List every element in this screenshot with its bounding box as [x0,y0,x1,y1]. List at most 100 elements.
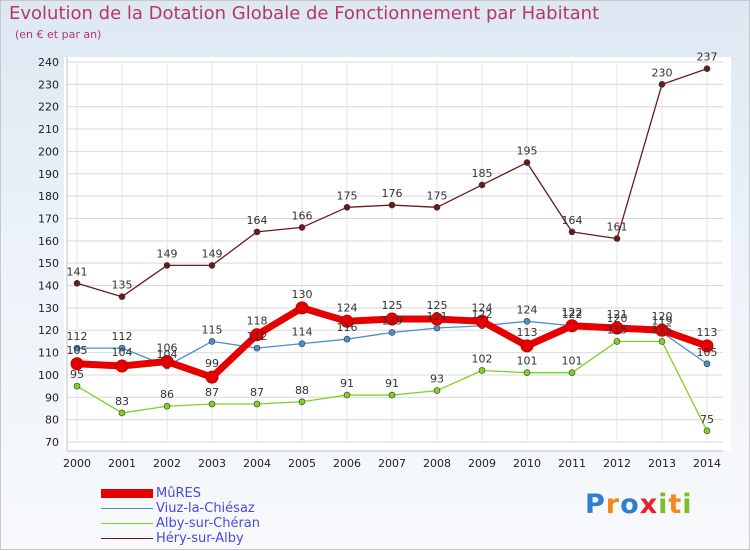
data-label: 105 [697,346,718,359]
data-label: 122 [562,308,583,321]
data-point [388,201,396,209]
data-point [253,344,261,352]
data-label: 149 [157,247,178,260]
x-tick-label: 2012 [603,457,631,470]
data-label: 114 [292,326,313,339]
data-label: 130 [292,288,313,301]
y-tick-label: 140 [38,280,59,293]
legend-label: MûRES [156,486,201,501]
logo-letter: i [658,489,669,520]
y-tick-label: 220 [38,101,59,114]
data-label: 121 [427,310,448,323]
data-label: 87 [205,386,219,399]
data-label: 112 [67,330,88,343]
legend-swatch [101,538,153,539]
data-label: 115 [202,323,223,336]
y-tick-label: 200 [38,145,59,158]
data-point [343,391,351,399]
data-point [433,203,441,211]
data-point [433,324,441,332]
x-tick-label: 2007 [378,457,406,470]
data-point [343,203,351,211]
x-tick-label: 2003 [198,457,226,470]
data-label: 176 [382,187,403,200]
data-point [703,65,711,73]
y-tick-label: 230 [38,78,59,91]
data-point [658,81,666,88]
data-point [208,338,216,345]
data-label: 141 [67,265,88,278]
data-label: 91 [385,377,399,390]
data-point [610,321,624,335]
data-label: 105 [67,344,88,357]
data-label: 185 [472,167,493,180]
data-point [208,400,216,408]
data-label: 149 [202,247,223,260]
gridlines [67,61,723,443]
data-point [655,323,669,337]
data-point [118,293,126,301]
data-point [565,319,579,333]
data-label: 175 [337,189,358,202]
legend-label: Viuz-la-Chiésaz [156,501,255,516]
data-label: 175 [427,189,448,202]
data-point [613,235,621,242]
y-tick-label: 190 [38,168,59,181]
data-point [343,335,351,343]
legend-item: MûRES [101,486,361,501]
data-point [163,402,171,410]
x-tick-label: 2000 [63,457,91,470]
x-tick-label: 2006 [333,457,361,470]
y-tick-label: 110 [38,347,59,360]
data-label: 122 [472,308,493,321]
data-label: 124 [337,301,358,314]
x-tick-label: 2001 [108,457,136,470]
legend-swatch [101,489,153,498]
data-point [253,400,261,408]
data-label: 115 [652,323,673,336]
data-label: 113 [697,326,718,339]
data-label: 104 [157,348,178,361]
plot-area [64,57,731,451]
y-tick-label: 90 [45,391,59,404]
legend-label: Héry-sur-Alby [156,531,244,546]
data-label: 122 [562,306,583,319]
y-tick-label: 170 [38,212,59,225]
y-tick-label: 240 [38,56,59,69]
data-point [475,314,489,328]
y-tick-label: 180 [38,190,59,203]
data-point [295,301,309,315]
data-point [700,339,714,353]
proxiti-logo: Proxiti [585,489,693,520]
legend-label: Alby-sur-Chéran [156,516,260,531]
data-label: 118 [247,315,268,328]
data-point [523,369,531,377]
data-point [73,279,81,287]
data-label: 161 [607,221,628,234]
data-point [388,329,396,336]
data-label: 120 [652,310,673,323]
data-label: 135 [112,279,133,292]
data-point [385,312,399,326]
data-point [70,357,84,371]
y-tick-label: 160 [38,235,59,248]
data-label: 83 [115,395,129,408]
x-tick-label: 2002 [153,457,181,470]
data-label: 125 [382,299,403,312]
data-point [478,367,486,374]
data-label: 88 [295,384,309,397]
data-label: 87 [250,386,264,399]
data-point [115,359,129,373]
data-label: 230 [652,66,673,79]
data-label: 195 [517,145,538,158]
data-label: 116 [337,321,358,334]
data-point [163,262,171,269]
chart-legend: MûRES Viuz-la-Chiésaz Alby-sur-Chéran Héry-… [101,486,361,546]
data-label: 166 [292,209,313,222]
data-point [298,224,306,231]
logo-letter: r [605,489,621,520]
data-labels-layer: 141 135 149 149 164 166 175 176 175 185 195 164 161 2… [67,51,718,426]
data-point [568,228,576,236]
